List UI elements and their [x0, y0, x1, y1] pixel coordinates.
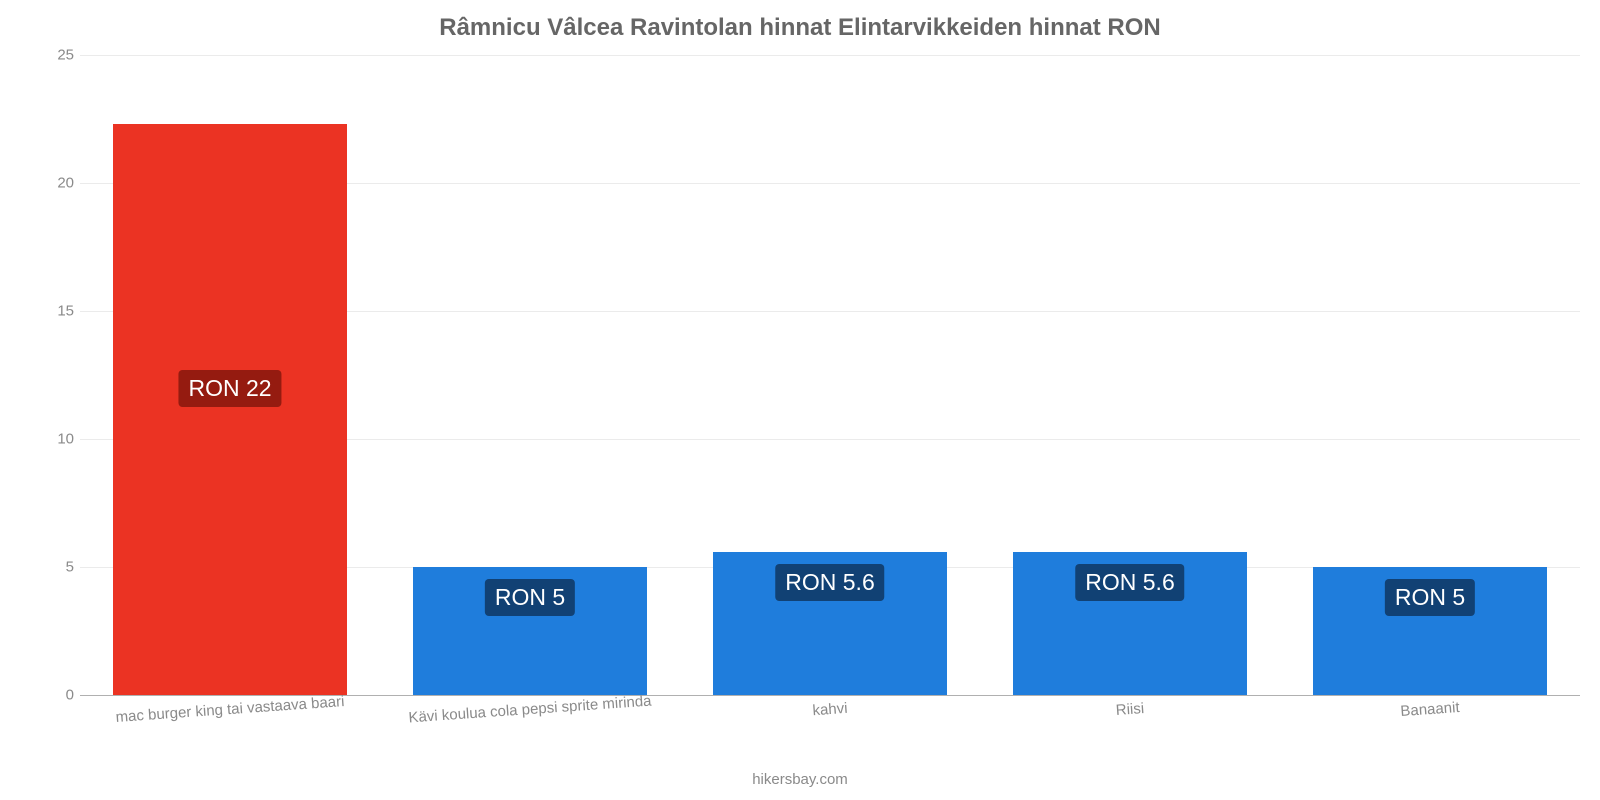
x-tick-label: Banaanit: [1400, 699, 1460, 720]
footer-source: hikersbay.com: [0, 771, 1600, 788]
y-tick-label: 0: [38, 687, 74, 704]
value-badge: RON 22: [178, 370, 281, 407]
value-badge: RON 5: [1385, 579, 1475, 616]
value-badge: RON 5: [485, 579, 575, 616]
y-tick-label: 25: [38, 47, 74, 64]
value-badge: RON 5.6: [1075, 564, 1184, 601]
chart-title: Râmnicu Vâlcea Ravintolan hinnat Elintar…: [0, 0, 1600, 50]
y-tick-label: 5: [38, 559, 74, 576]
gridline: [80, 55, 1580, 56]
x-tick-label: kahvi: [812, 700, 848, 719]
x-tick-label: mac burger king tai vastaava baari: [115, 693, 345, 726]
y-tick-label: 20: [38, 175, 74, 192]
bar: [113, 124, 347, 695]
x-tick-label: Kävi koulua cola pepsi sprite mirinda: [408, 693, 652, 727]
y-tick-label: 15: [38, 303, 74, 320]
plot-area: 0510152025RON 22mac burger king tai vast…: [80, 55, 1580, 695]
y-tick-label: 10: [38, 431, 74, 448]
value-badge: RON 5.6: [775, 564, 884, 601]
x-tick-label: Riisi: [1115, 700, 1144, 719]
